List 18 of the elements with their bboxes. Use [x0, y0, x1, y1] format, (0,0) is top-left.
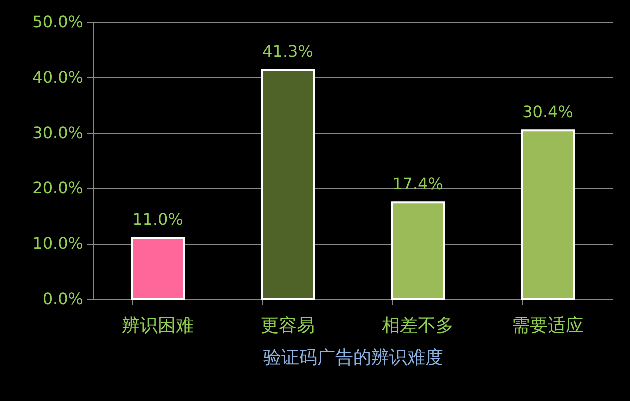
y-tick-label: 30.0%	[32, 123, 84, 142]
x-tick-label: 需要适应	[512, 316, 584, 336]
bar	[391, 202, 445, 300]
y-tick-label: 20.0%	[32, 178, 84, 198]
x-tick-label: 辨识困难	[122, 316, 194, 336]
y-tick-label: 50.0%	[32, 12, 84, 32]
y-tick-label: 40.0%	[32, 68, 84, 87]
data-label: 30.4%	[522, 102, 574, 122]
bar	[521, 130, 575, 300]
x-axis-title: 验证码广告的辨识难度	[264, 348, 444, 368]
y-tick-label: 0.0%	[42, 290, 84, 308]
bar	[131, 237, 185, 300]
data-label: 41.3%	[262, 42, 314, 62]
data-label: 11.0%	[132, 210, 184, 230]
bar	[261, 69, 315, 300]
x-tick-label: 更容易	[261, 316, 315, 336]
y-tick-label: 10.0%	[32, 234, 84, 254]
x-tick-label: 相差不多	[382, 316, 454, 336]
